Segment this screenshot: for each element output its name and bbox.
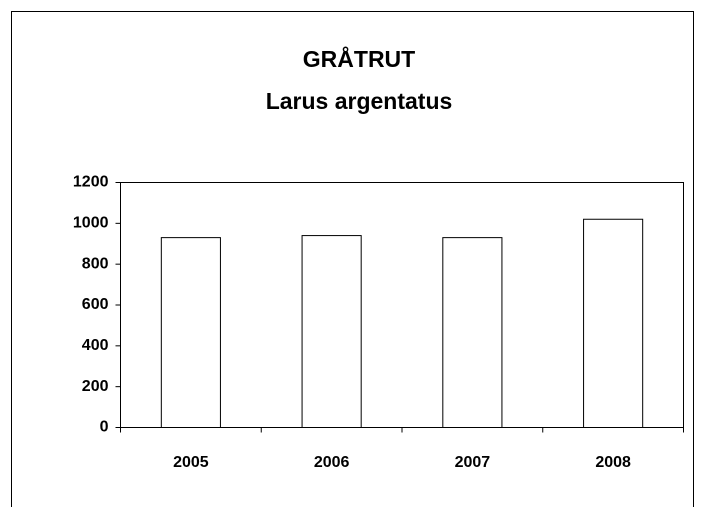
x-tick-label: 2006 [314, 454, 350, 471]
y-tick-label: 1200 [73, 174, 109, 191]
bar [442, 237, 503, 428]
bar [583, 218, 644, 428]
y-tick-label: 400 [82, 337, 109, 354]
bar [301, 235, 362, 428]
x-tick-label: 2008 [595, 454, 631, 471]
y-tick-label: 800 [82, 255, 109, 272]
y-tick-label: 600 [82, 296, 109, 313]
x-tick-label: 2005 [173, 454, 209, 471]
y-tick-label: 0 [100, 419, 109, 436]
y-tick-label: 200 [82, 378, 109, 395]
y-tick-label: 1000 [73, 215, 109, 232]
chart-title: GRÅTRUT [303, 45, 415, 72]
x-tick-label: 2007 [455, 454, 491, 471]
chart-subtitle: Larus argentatus [266, 88, 453, 114]
bar [160, 237, 221, 428]
